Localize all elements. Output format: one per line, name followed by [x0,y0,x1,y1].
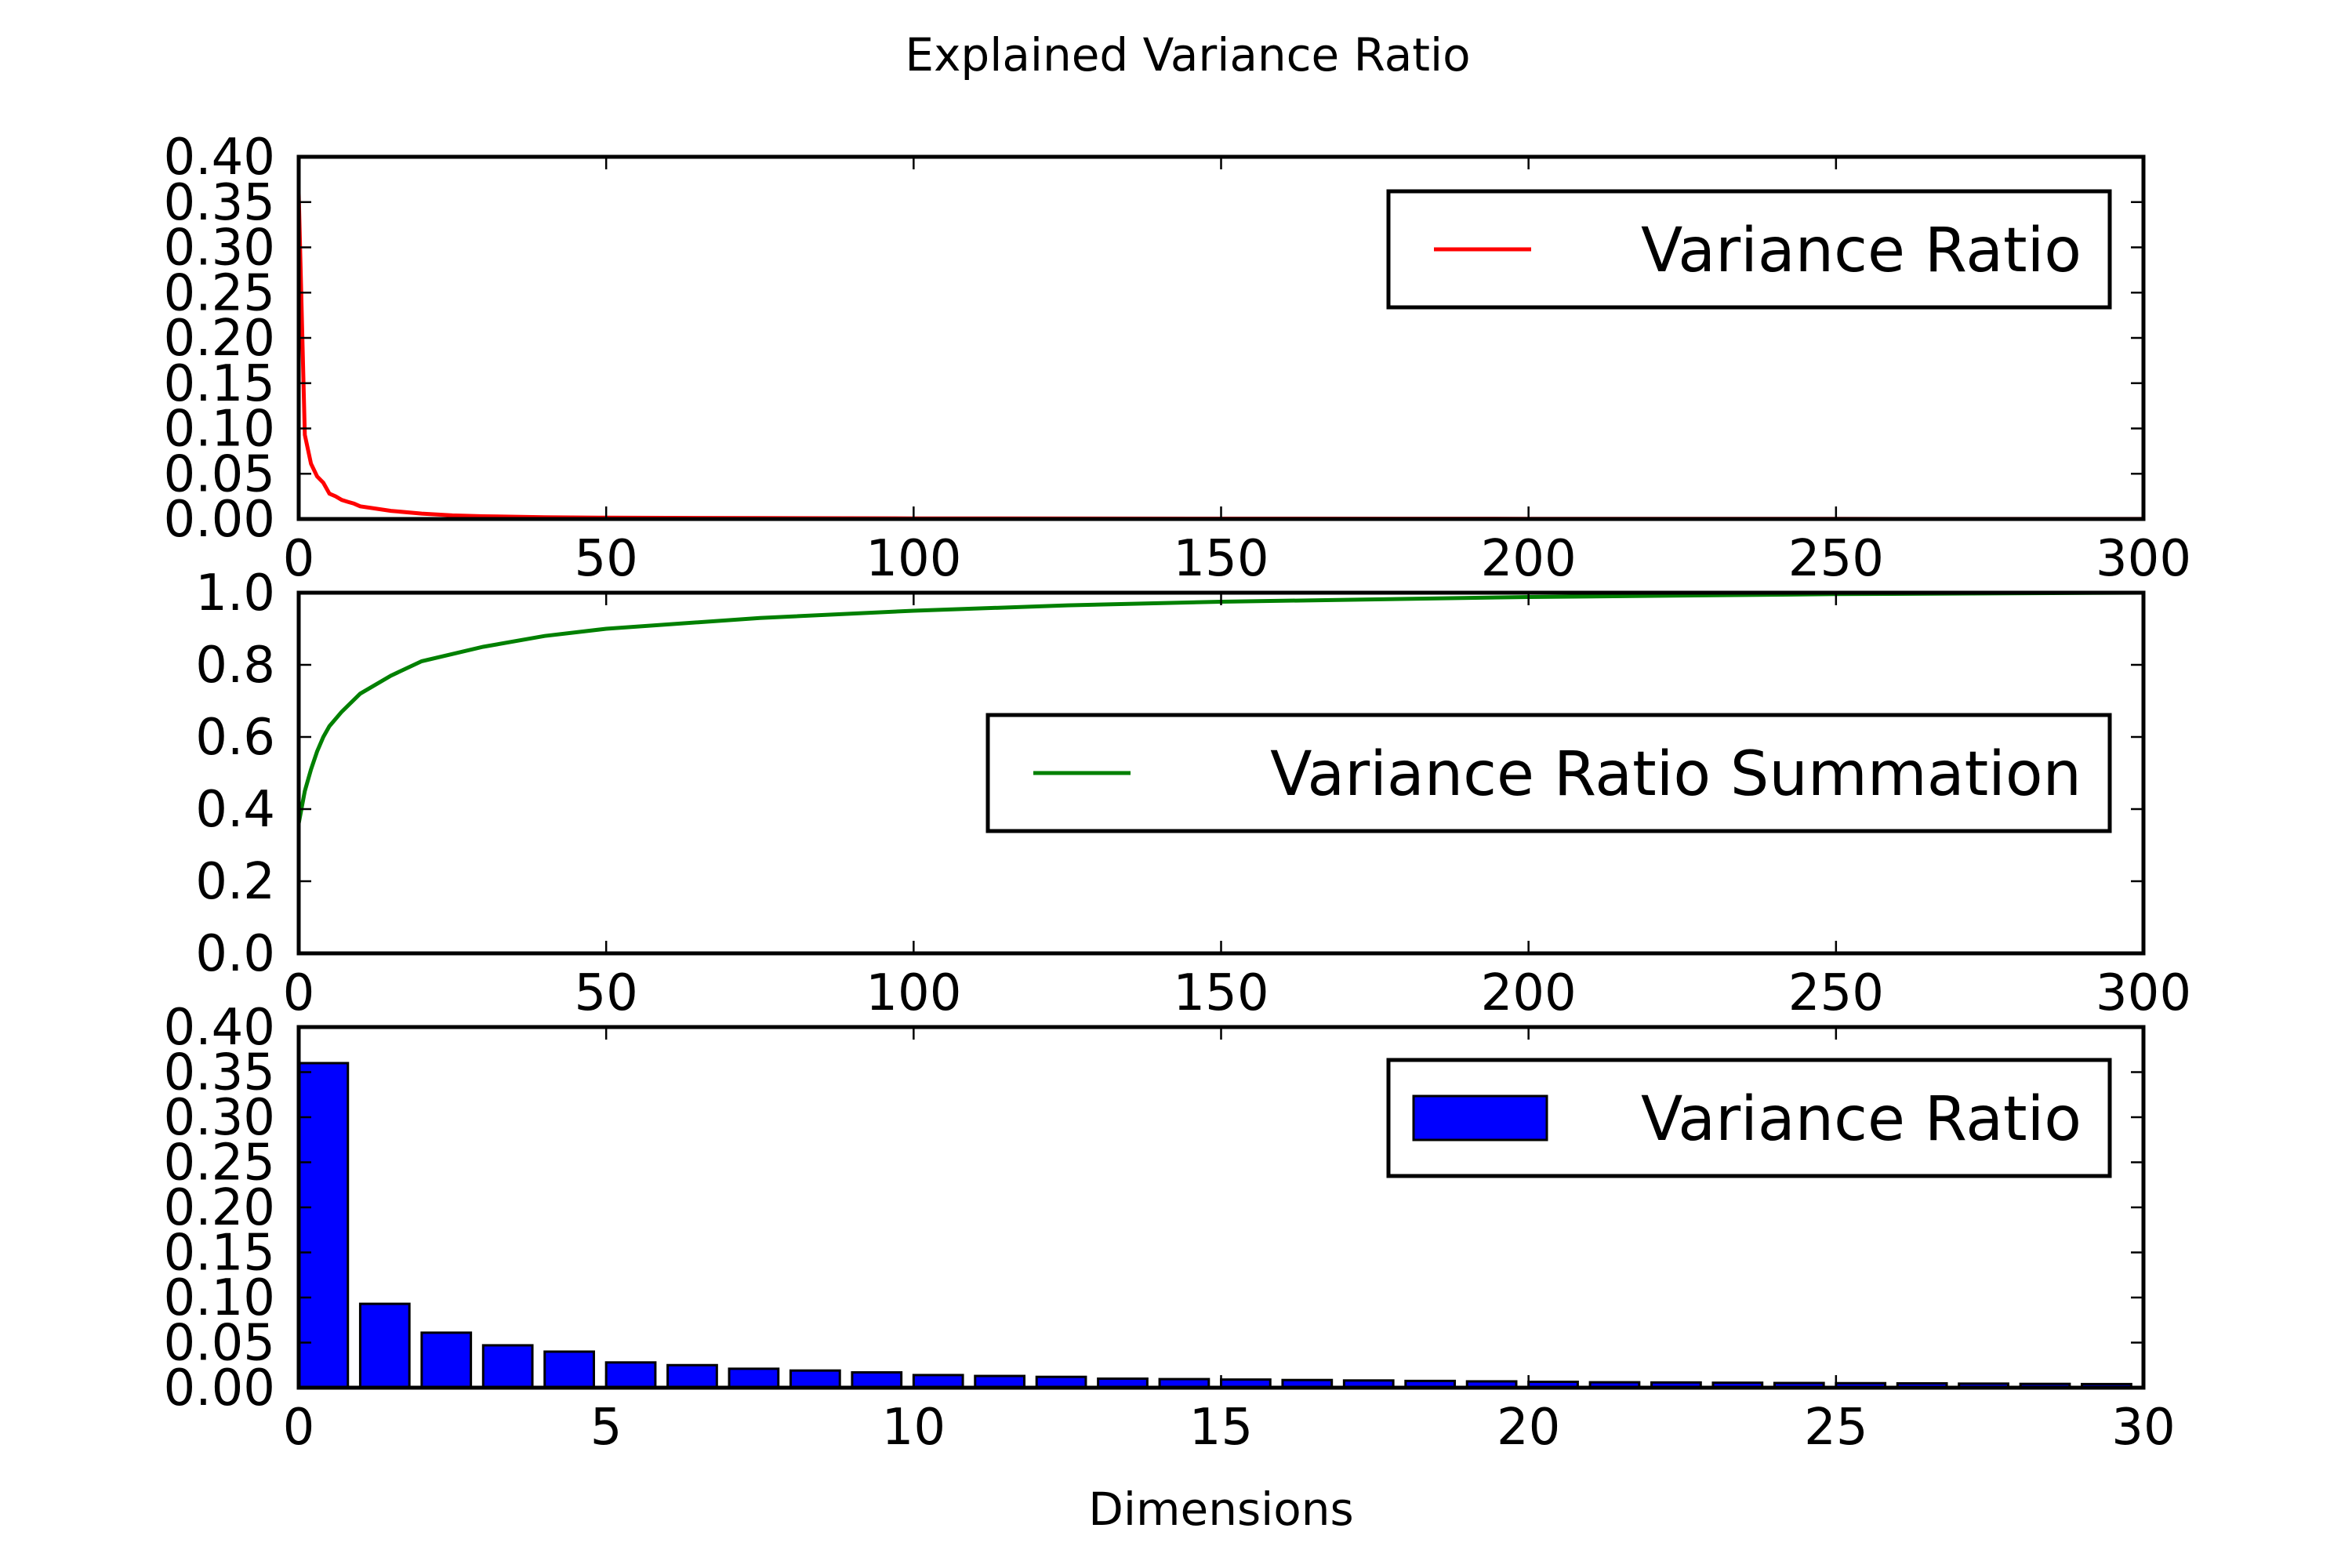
legend: Variance Ratio [1386,189,2112,310]
x-tick-label: 300 [2096,964,2191,1022]
x-tick-label: 200 [1481,530,1577,588]
x-tick-label: 25 [1804,1399,1867,1457]
y-tick-label: 0.25 [164,1134,276,1192]
x-tick-label: 150 [1173,530,1269,588]
x-tick-label: 300 [2096,530,2191,588]
x-tick-label: 5 [590,1399,622,1457]
x-tick-label: 100 [866,530,961,588]
x-tick-label: 150 [1173,964,1269,1022]
x-tick-label: 15 [1189,1399,1253,1457]
legend-swatch [1412,1094,1548,1142]
y-tick-label: 0.35 [164,174,276,232]
y-tick-label: 0.2 [195,853,275,911]
y-tick-label: 0.05 [164,1315,276,1373]
y-tick-label: 0.15 [164,355,276,413]
x-tick-label: 0 [283,530,315,588]
y-tick-label: 0.25 [164,264,276,322]
y-tick-label: 0.20 [164,1179,276,1237]
x-tick-label: 200 [1481,964,1577,1022]
y-tick-label: 0.10 [164,1269,276,1327]
panel-variance-ratio-line: 0 50 100 150 200 250 3000.000.050.100.150.200.… [164,129,2192,588]
x-axis-label: Dimensions [1088,1483,1354,1536]
y-tick-label: 0.05 [164,445,276,503]
y-tick-label: 0.00 [164,1359,276,1417]
x-tick-label: 50 [574,964,637,1022]
x-tick-label: 10 [882,1399,946,1457]
x-tick-label: 20 [1497,1399,1560,1457]
bar [481,1344,534,1389]
y-tick-label: 0.6 [195,709,275,767]
y-tick-label: 0.20 [164,310,276,368]
x-tick-label: 100 [866,964,961,1022]
panel-variance-ratio-summation: 0 50 100 150 200 250 300 0.0 0.2 0.4 0.6 0.8 1.0 Vari… [195,564,2191,1022]
legend: Variance Ratio Summation [985,713,2112,833]
y-tick-label: 0.40 [164,999,276,1057]
x-tick-label: 0 [283,1399,315,1457]
y-tick-label: 0.8 [195,637,275,695]
y-tick-label: 0.00 [164,491,276,549]
bar [543,1350,595,1389]
bar [604,1361,657,1389]
x-tick-label: 30 [2111,1399,2175,1457]
bar [851,1370,903,1389]
series-line [296,590,2144,824]
x-tick-label: 250 [1788,964,1884,1022]
bar [728,1367,780,1389]
bar [420,1331,473,1389]
legend-label: Variance Ratio [1641,216,2082,286]
y-tick-label: 0.40 [164,129,276,187]
y-tick-label: 0.30 [164,220,276,278]
legend-label: Variance Ratio Summation [1270,739,2082,810]
y-tick-label: 0.15 [164,1225,276,1283]
x-tick-label: 0 [283,964,315,1022]
figure-title: Explained Variance Ratio [905,28,1470,82]
legend: Variance Ratio [1386,1058,2112,1178]
bar [789,1369,841,1389]
panel-variance-ratio-bars: 0 5 10 15 20 25 30 0.000.050.100.150.200.250.30… [164,999,2176,1536]
y-tick-label: 0.0 [195,925,275,983]
y-tick-label: 0.4 [195,781,275,839]
bar [297,1062,350,1389]
bar [666,1363,718,1389]
bar [358,1302,411,1389]
y-tick-label: 0.35 [164,1044,276,1102]
y-tick-label: 0.30 [164,1089,276,1147]
y-tick-label: 0.10 [164,401,276,459]
legend-label: Variance Ratio [1641,1084,2082,1155]
x-tick-label: 50 [574,530,637,588]
x-tick-label: 250 [1788,530,1884,588]
y-tick-label: 1.0 [195,564,275,622]
legend-box [985,713,2112,833]
